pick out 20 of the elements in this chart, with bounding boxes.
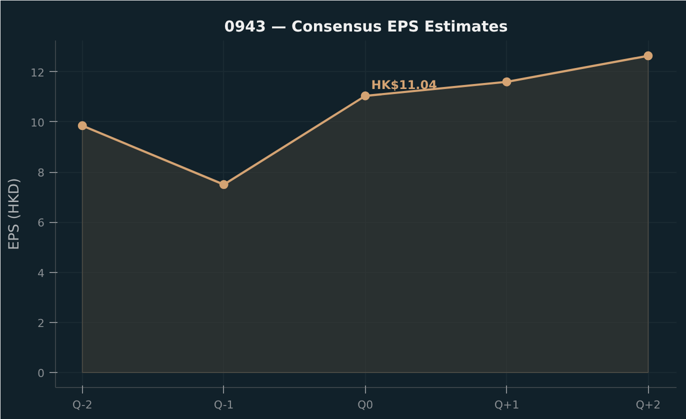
point [219,180,228,190]
x-tick-label: Q0 [357,398,374,412]
point [360,91,370,100]
y-axis-title: EPS (HKD) [6,178,23,250]
annotation: HK$11.04 [371,78,437,92]
y-tick-label: 2 [38,316,44,330]
y-tick-label: 8 [38,166,44,180]
y-tick-label: 10 [30,116,45,130]
y-tick-label: 12 [30,66,45,80]
x-tick-label: Q+1 [494,398,520,412]
y-tick-label: 0 [38,366,44,380]
x-tick-label: Q-2 [72,398,92,412]
point [644,51,653,60]
point [502,77,512,86]
y-tick-label: 4 [38,266,44,280]
chart-title: 0943 — Consensus EPS Estimates [224,18,508,36]
point [78,121,87,130]
x-tick-label: Q+2 [636,398,661,412]
x-tick-label: Q-1 [214,398,234,412]
y-tick-label: 6 [38,216,44,230]
